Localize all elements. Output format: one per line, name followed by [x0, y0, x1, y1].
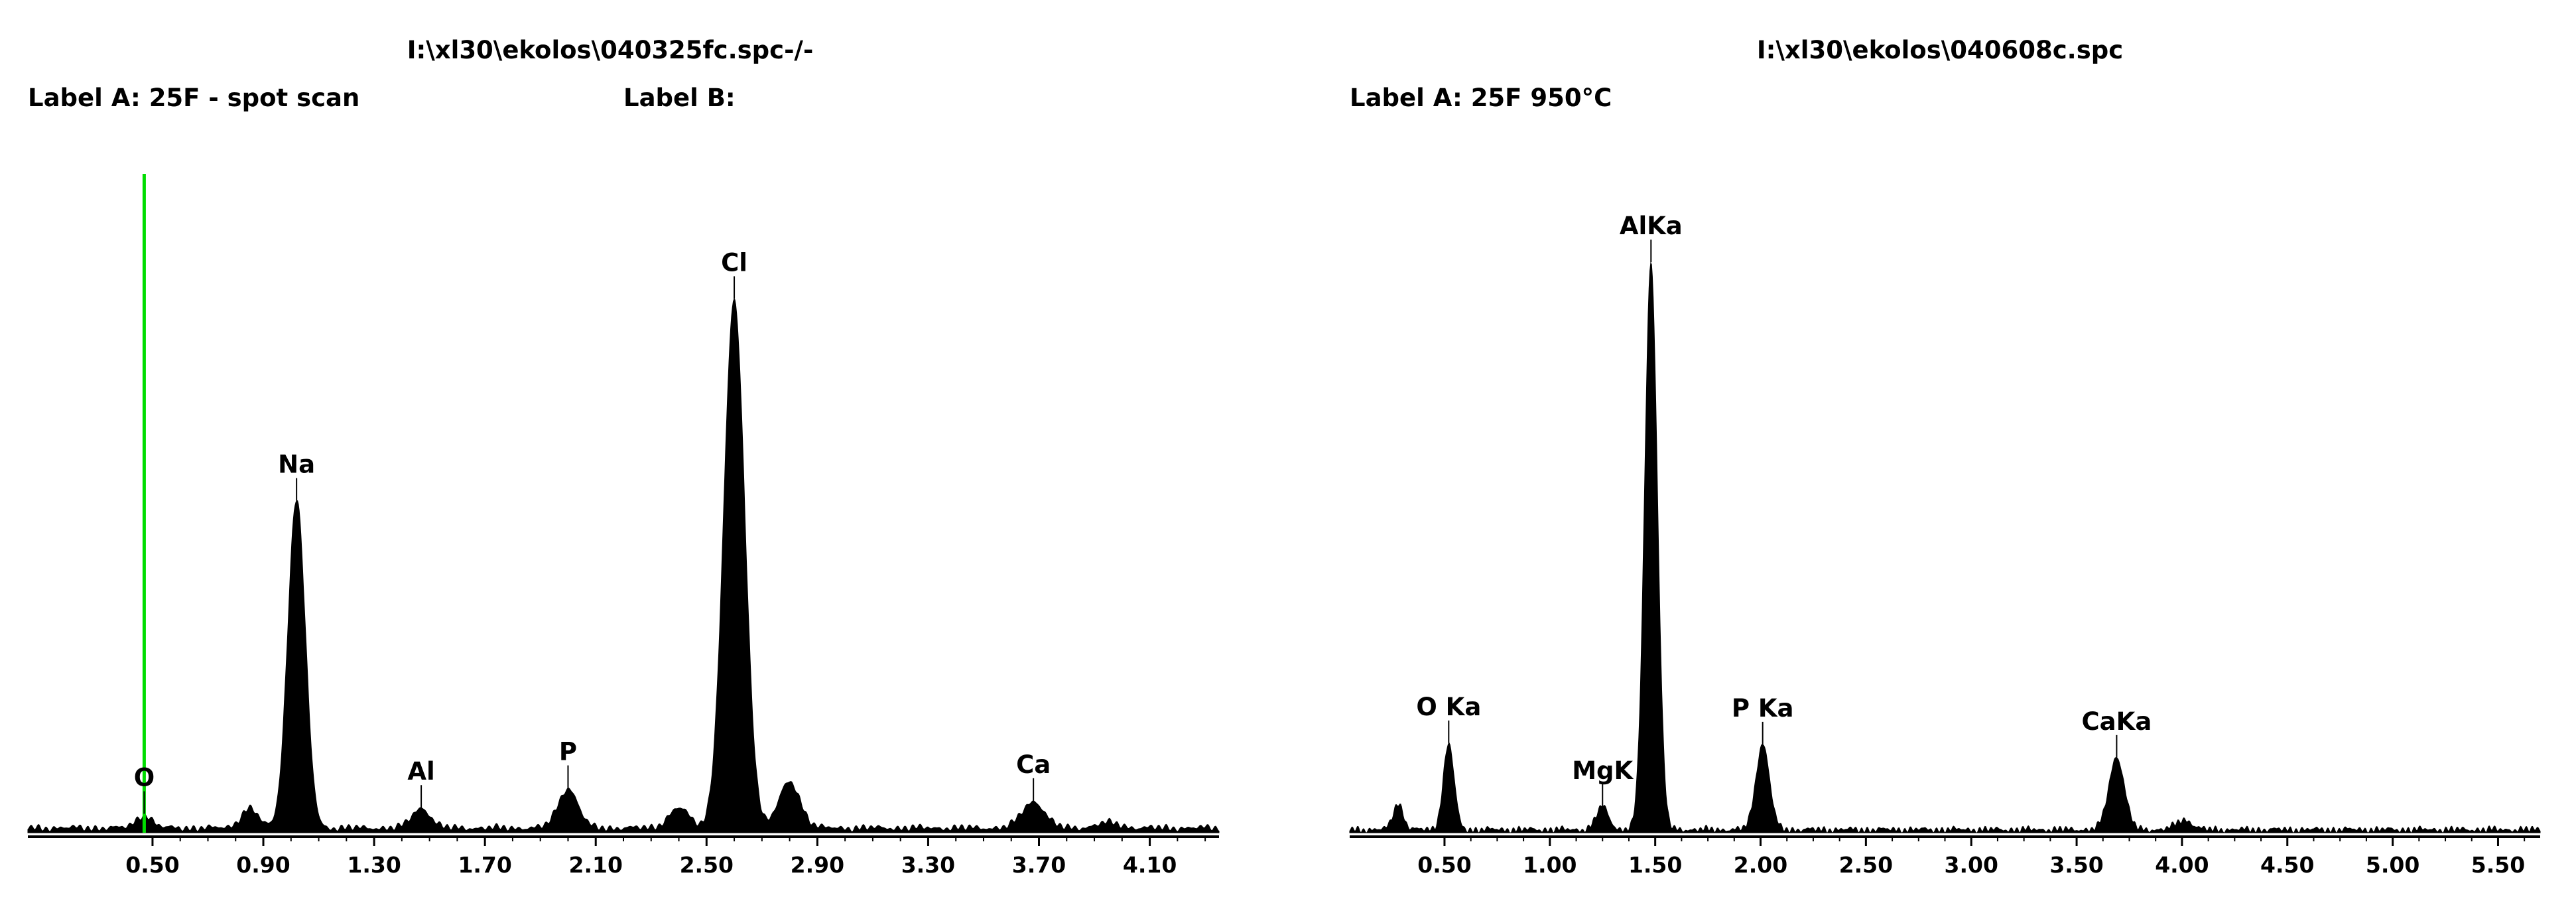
peak-label: P Ka	[1732, 694, 1794, 723]
x-tick-label: 2.50	[680, 852, 734, 878]
x-tick-label: 5.50	[2471, 852, 2525, 878]
left-chart-title: I:\xl30\ekolos\040325fc.spc-/-	[407, 36, 814, 64]
peak-label: MgK	[1572, 756, 1634, 785]
x-tick-label: 1.50	[1628, 852, 1682, 878]
x-tick-label: 0.50	[1417, 852, 1471, 878]
peak-label: P	[559, 738, 577, 766]
peak-label: Na	[278, 451, 315, 479]
peak-label: AlKa	[1620, 212, 1683, 240]
x-tick-label: 1.00	[1523, 852, 1577, 878]
x-tick-label: 2.00	[1734, 852, 1787, 878]
peak-label: Ca	[1016, 750, 1051, 779]
x-tick-label: 3.50	[2049, 852, 2103, 878]
x-tick-label: 2.90	[791, 852, 844, 878]
x-tick-label: 0.50	[125, 852, 179, 878]
x-tick-label: 2.50	[1839, 852, 1893, 878]
left-spectrum-chart: 0.50 0.90 1.30 1.70 2.10 2.50 2.90 3.30 3.70 4.10…	[27, 174, 1220, 878]
x-tick-label: 1.30	[347, 852, 401, 878]
x-tick-label: 3.00	[1945, 852, 1998, 878]
x-tick-label: 4.10	[1123, 852, 1177, 878]
peak-label: O Ka	[1416, 693, 1481, 721]
spectrum-area	[1349, 261, 2541, 833]
x-tick-label: 3.30	[901, 852, 955, 878]
peak-label: O	[134, 763, 155, 792]
peak-label: Al	[407, 757, 434, 786]
right-chart-title: I:\xl30\ekolos\040608c.spc	[1757, 36, 2123, 64]
right-spectrum-chart: 0.50 1.00 1.50 2.00 2.50 3.00 3.50 4.00 4.50 5.00…	[1349, 212, 2541, 878]
left-label-b: Label B:	[623, 84, 736, 112]
x-tick-label: 1.70	[458, 852, 511, 878]
left-label-a: Label A: 25F - spot scan	[28, 84, 359, 112]
x-tick-label: 2.10	[569, 852, 623, 878]
x-tick-label: 0.90	[236, 852, 290, 878]
x-tick-label: 3.70	[1012, 852, 1066, 878]
x-tick-label: 4.00	[2155, 852, 2209, 878]
x-tick-label: 5.00	[2366, 852, 2419, 878]
peak-label: Cl	[721, 248, 747, 277]
peak-label: CaKa	[2082, 707, 2152, 736]
spectrum-area	[27, 298, 1220, 833]
right-label-a: Label A: 25F 950°C	[1350, 84, 1612, 112]
x-tick-label: 4.50	[2260, 852, 2314, 878]
